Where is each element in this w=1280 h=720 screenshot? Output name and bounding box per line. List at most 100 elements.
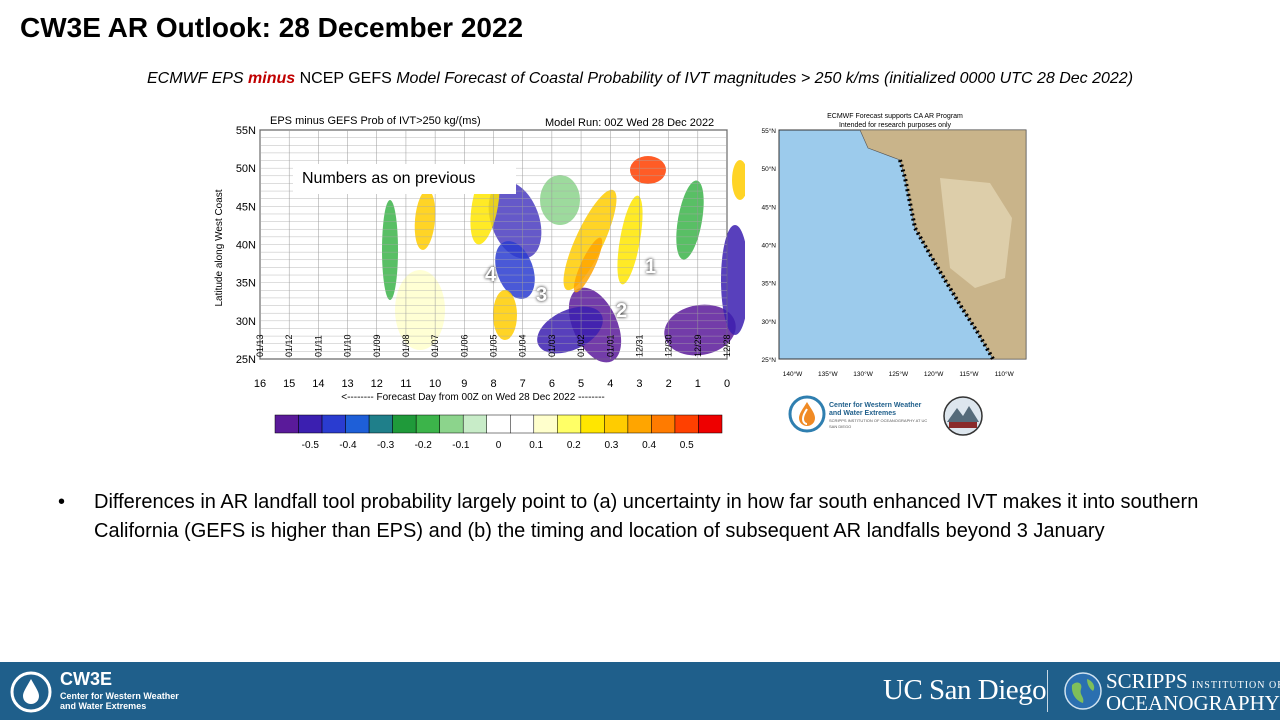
date-label: 01/09 — [372, 334, 382, 357]
x-axis-ticks: 1601/131501/121401/111301/101201/091101/… — [254, 334, 732, 390]
date-label: 01/06 — [459, 334, 469, 357]
subtitle-minus: minus — [248, 70, 296, 87]
y-tick-label: 35N — [236, 278, 256, 290]
bullet-text: Differences in AR landfall tool probabil… — [94, 491, 1199, 542]
x-tick-label: 11 — [400, 378, 411, 390]
date-label: 01/12 — [284, 334, 294, 357]
date-label: 12/30 — [664, 334, 674, 357]
colorbar-swatch — [627, 414, 652, 434]
map-lat-ticks: 55°N 50°N 45°N 40°N 35°N 30°N 25°N — [761, 127, 776, 364]
map-logo-line-2: and Water Extremes — [829, 410, 897, 417]
map-lon-label: 110°W — [995, 370, 1015, 378]
colorbar-label: -0.5 — [302, 440, 320, 451]
x-tick-label: 16 — [254, 378, 266, 390]
colorbar-swatch — [345, 414, 370, 434]
footer-ucsd: UC San Diego — [883, 674, 1047, 706]
map-logo-text: Center for Western Weather and Water Ext… — [829, 402, 929, 430]
date-label: 01/13 — [255, 334, 265, 357]
probability-shading — [495, 241, 535, 299]
plot-title-left: EPS minus GEFS Prob of IVT>250 kg/(ms) — [270, 115, 481, 127]
x-tick-label: 7 — [520, 378, 526, 390]
map-title-line-2: Intended for research purposes only — [839, 122, 952, 129]
probability-difference-plot: EPS minus GEFS Prob of IVT>250 kg/(ms) M… — [214, 115, 745, 451]
subtitle-part-3: NCEP GEFS — [295, 70, 397, 87]
date-label: 01/10 — [343, 334, 353, 357]
date-label: 01/03 — [547, 334, 557, 357]
footer-brand-line-2: and Water Extremes — [60, 701, 147, 711]
footer-brand: CW3E — [60, 669, 113, 689]
colorbar-swatch — [580, 414, 605, 434]
bullet-point: • Differences in AR landfall tool probab… — [58, 488, 1228, 546]
map-lat-label: 35°N — [761, 280, 776, 288]
colorbar-swatch — [674, 414, 699, 434]
x-tick-label: 8 — [490, 378, 496, 390]
x-tick-label: 15 — [283, 378, 295, 390]
map-lon-label: 120°W — [924, 370, 944, 378]
probability-shading — [395, 270, 445, 350]
colorbar-swatch — [439, 414, 464, 434]
map-lat-label: 50°N — [761, 165, 776, 173]
date-label: 01/04 — [518, 334, 528, 357]
x-tick-label: 4 — [607, 378, 613, 390]
plot-ylabel: Latitude along West Coast — [214, 189, 225, 306]
x-tick-label: 9 — [461, 378, 467, 390]
colorbar-swatch — [698, 414, 723, 434]
map-lon-ticks: 140°W 135°W 130°W 125°W 120°W 115°W 110°W — [783, 370, 1015, 378]
colorbar-label: 0.1 — [529, 440, 543, 451]
marker-3: 3 — [536, 284, 548, 306]
colorbar-swatch — [274, 414, 299, 434]
y-axis-ticks: 55N 50N 45N 40N 35N 30N 25N — [236, 125, 256, 366]
map-lat-label: 55°N — [761, 127, 776, 135]
x-tick-label: 10 — [429, 378, 441, 390]
colorbar-swatch — [557, 414, 582, 434]
probability-shading — [732, 160, 745, 200]
probability-shading — [617, 195, 643, 285]
plot-title-right: Model Run: 00Z Wed 28 Dec 2022 — [545, 117, 714, 129]
marker-4: 4 — [485, 264, 497, 286]
y-tick-label: 45N — [236, 201, 256, 213]
colorbar-label: -0.2 — [415, 440, 433, 451]
probability-shading — [382, 200, 398, 300]
date-label: 01/01 — [605, 334, 615, 357]
y-tick-label: 40N — [236, 240, 256, 252]
footer-globe-icon — [1064, 672, 1102, 710]
cw3e-logo-icon — [788, 395, 826, 433]
map-lat-label: 45°N — [761, 203, 776, 211]
colorbar-swatch — [392, 414, 417, 434]
colorbar-swatch — [415, 414, 440, 434]
date-label: 12/31 — [634, 334, 644, 357]
colorbar-label: 0.4 — [642, 440, 656, 451]
footer-cw3e-icon — [10, 671, 52, 713]
colorbar-label: -0.3 — [377, 440, 395, 451]
x-tick-label: 6 — [549, 378, 555, 390]
subtitle-part-1: ECMWF EPS — [146, 70, 249, 87]
map-lon-label: 135°W — [818, 370, 838, 378]
map-terrain — [940, 178, 1012, 288]
date-label: 01/07 — [430, 334, 440, 357]
y-tick-label: 55N — [236, 125, 256, 137]
footer-scripps-big: SCRIPPS — [1106, 669, 1188, 693]
y-tick-label: 50N — [236, 163, 256, 175]
slide-subtitle: ECMWF EPS minus NCEP GEFS Model Forecast… — [0, 70, 1280, 88]
colorbar-label: -0.1 — [452, 440, 470, 451]
x-tick-label: 1 — [695, 378, 701, 390]
colorbar-label: 0.2 — [567, 440, 581, 451]
date-label: 12/28 — [722, 334, 732, 357]
colorbar-swatch — [604, 414, 629, 434]
probability-shading — [540, 175, 580, 225]
x-tick-label: 0 — [724, 378, 730, 390]
map-lon-label: 115°W — [959, 370, 979, 378]
meteorology-badge-icon — [943, 396, 983, 436]
footer-brand-line-1: Center for Western Weather — [60, 691, 179, 701]
overlay-note: Numbers as on previous — [293, 164, 516, 194]
probability-shading — [537, 306, 603, 354]
colorbar-swatch — [533, 414, 558, 434]
marker-1: 1 — [645, 256, 657, 278]
x-tick-label: 13 — [341, 378, 353, 390]
marker-2: 2 — [616, 300, 628, 322]
colorbar-swatch — [462, 414, 487, 434]
probability-shading — [488, 181, 542, 259]
probability-shading — [630, 156, 666, 184]
date-label: 01/11 — [313, 335, 323, 357]
map-lat-label: 30°N — [761, 318, 776, 326]
